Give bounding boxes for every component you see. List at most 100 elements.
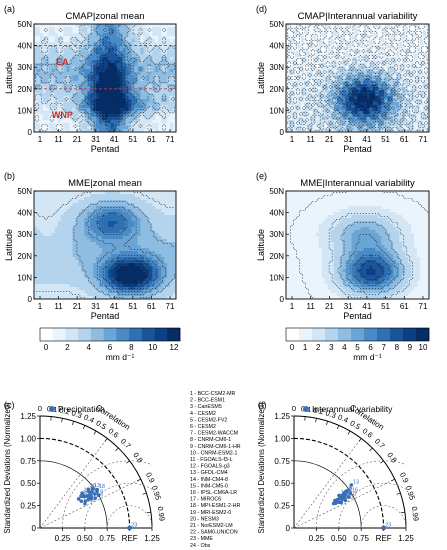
colorbar-right-tick-label: 3 xyxy=(329,343,334,352)
colorbar-right-tick-label: 7 xyxy=(381,343,386,352)
model-name-entry: 21 - NorESM2-LM xyxy=(190,523,233,529)
panel-a-annotation: EA xyxy=(56,57,69,67)
taylor-c-ylabel: Standardized Deviations (Normalized) xyxy=(3,402,12,534)
panel-a-ytick-label: 30N xyxy=(17,63,32,72)
panel-a-ytick-label: 50N xyxy=(17,20,32,29)
model-name-entry: 20 - NESM3 xyxy=(190,516,219,522)
colorbar-right-tick-label: 10 xyxy=(419,343,428,352)
taylor-c-corr-tick xyxy=(126,461,129,463)
taylor-f-corr-tick xyxy=(316,418,317,422)
taylor-f-label: (f) xyxy=(258,400,267,410)
model-name-entry: 23 - MME xyxy=(190,536,213,542)
colorbar-right-unit: mm d⁻¹ xyxy=(353,352,382,362)
taylor-f-corr-tick xyxy=(401,512,405,513)
taylor-c-ytick-label: 1.25 xyxy=(20,412,36,421)
colorbar-left-tick-label: 2 xyxy=(65,343,70,352)
taylor-c-legend-marker xyxy=(49,406,55,412)
taylor-c-model-id: 20 xyxy=(90,484,96,490)
taylor-c-outer-arc xyxy=(40,416,152,528)
taylor-c-corr-label: 0.99 xyxy=(156,506,167,522)
colorbar-left-swatch xyxy=(116,328,129,341)
taylor-f: 00.10.20.30.40.50.60.70.80.90.950.99Corr… xyxy=(257,400,421,543)
panel-b-xtick-label: 1 xyxy=(38,302,43,311)
colorbar-right-swatch xyxy=(351,328,364,341)
panel-e-ytick-label: 10N xyxy=(269,273,284,282)
colorbar-left-swatch xyxy=(155,328,168,341)
taylor-c-xtick-label: 0.25 xyxy=(55,534,71,543)
panel-a-annotation: WNP xyxy=(52,110,73,120)
taylor-c-corr-tick xyxy=(94,431,96,434)
taylor-c-corr-label: 0.5 xyxy=(94,418,108,431)
taylor-c-corr-tick xyxy=(83,425,85,429)
panel-e-xtick-label: 11 xyxy=(307,302,316,311)
model-name-entry: 19 - MRI-ESM2-0 xyxy=(190,510,231,516)
model-name-entry: 3 - CanESM5 xyxy=(190,404,222,410)
panel-e-ytick-label: 0 xyxy=(280,295,285,304)
colorbar-left-tick-label: 6 xyxy=(108,343,113,352)
panel-b-ytick-label: 0 xyxy=(28,295,33,304)
panel-a-label: (a) xyxy=(4,4,15,14)
model-name-entry: 16 - IPSL-CM6A-LR xyxy=(190,490,237,496)
taylor-f-corr-tick xyxy=(348,431,350,434)
panel-e-xtick-label: 21 xyxy=(325,302,334,311)
taylor-c-xtick-label: 1.25 xyxy=(144,534,160,543)
taylor-f-model-id: 16 xyxy=(352,487,358,493)
panel-d-ytick-label: 20N xyxy=(269,85,284,94)
model-name-entry: 10 - CNRM-ESM2-1 xyxy=(190,450,237,456)
colorbar-right-tick-label: 9 xyxy=(408,343,413,352)
panel-e-xtick-label: 71 xyxy=(419,302,428,311)
panel-b-xtick-label: 21 xyxy=(73,302,82,311)
panel-d-ylabel: Latitude xyxy=(256,62,266,94)
taylor-c-sd-arc xyxy=(40,438,130,528)
panel-a-ytick-label: 0 xyxy=(28,128,33,137)
panel-d-xtick-label: 1 xyxy=(290,135,295,144)
panel-b-label: (b) xyxy=(4,171,15,181)
taylor-f-ytick-label: 0 xyxy=(286,524,291,533)
taylor-f-rms-arc xyxy=(361,506,406,528)
taylor-f-corr-label: 0.95 xyxy=(404,484,417,501)
model-name-entry: 8 - CNRM-CM6-1 xyxy=(190,437,231,443)
panel-d-ytick-label: 40N xyxy=(269,42,284,51)
taylor-c-legend-label: Precipitation xyxy=(58,404,105,414)
taylor-f-corr-label: 0.4 xyxy=(336,413,349,425)
panel-d-field xyxy=(285,23,429,132)
panel-d-xtick-label: 41 xyxy=(362,135,371,144)
panel-b-field xyxy=(33,190,176,299)
panel-a-title: CMAP|zonal mean xyxy=(65,11,144,22)
panel-e-xtick-label: 61 xyxy=(400,302,409,311)
taylor-f-model-id: 23 xyxy=(385,522,391,528)
taylor-f-model-id: 22 xyxy=(344,493,350,499)
model-name-entry: 13 - GFDL-CM4 xyxy=(190,470,228,476)
colorbar-right-tick-label: 6 xyxy=(368,343,373,352)
panel-a-xtick-label: 41 xyxy=(110,135,119,144)
panel-b-xtick-label: 41 xyxy=(110,302,119,311)
taylor-f-corr-label: 0.5 xyxy=(348,418,362,431)
taylor-c-rms-arc xyxy=(107,506,152,528)
panel-a-ytick-label: 20N xyxy=(17,85,32,94)
taylor-f-ytick-label: 0.25 xyxy=(274,502,290,511)
taylor-c-ytick-label: 0.75 xyxy=(20,457,36,466)
panel-e-ylabel: Latitude xyxy=(256,229,266,261)
model-name-entry: 4 - CESM2 xyxy=(190,411,216,417)
taylor-f-corr-tick xyxy=(326,421,327,425)
taylor-f-ytick-label: 0.50 xyxy=(274,479,290,488)
panel-a-xtick-label: 1 xyxy=(38,135,43,144)
colorbar-right-swatch xyxy=(299,328,312,341)
taylor-f-corr-tick xyxy=(337,425,339,429)
panel-b-ytick-label: 40N xyxy=(17,209,32,218)
taylor-f-corr-label: 0.7 xyxy=(373,437,387,451)
colorbar-right-swatch xyxy=(286,328,299,341)
taylor-c-corr-label: 0 xyxy=(38,404,42,413)
model-name-entry: 15 - INM-CM5-0 xyxy=(190,483,228,489)
panel-d: CMAP|Interannual variability(d)010N20N30… xyxy=(256,4,429,154)
taylor-f-outer-arc xyxy=(294,416,406,528)
taylor-c-model-id: 23 xyxy=(131,522,137,528)
panel-a-xlabel: Pentad xyxy=(91,144,120,154)
model-name-entry: 2 - BCC-ESM1 xyxy=(190,398,225,404)
panel-e-field xyxy=(286,190,429,299)
model-name-entry: 11 - FGOALS-f3-L xyxy=(190,457,233,463)
panel-d-ytick-label: 50N xyxy=(269,20,284,29)
taylor-f-ref-point xyxy=(381,526,386,531)
taylor-c-label: (c) xyxy=(4,400,15,410)
taylor-f-corr-label: 0.6 xyxy=(361,426,375,439)
